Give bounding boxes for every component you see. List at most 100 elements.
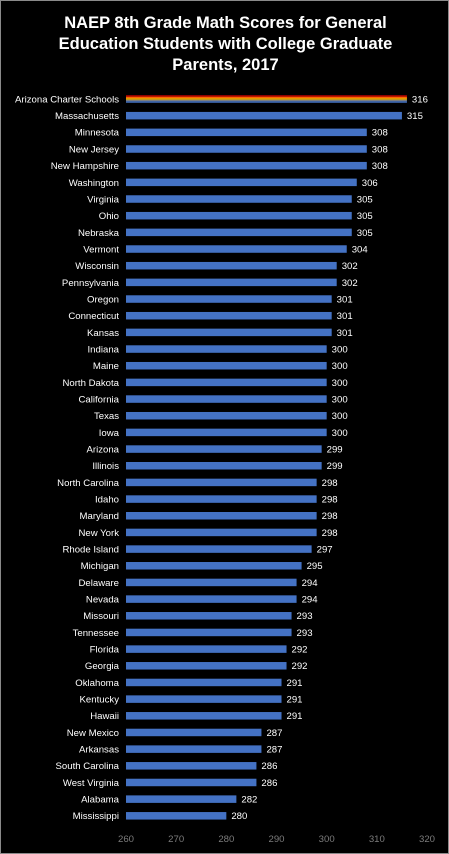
bar	[126, 278, 337, 287]
bar	[126, 562, 302, 570]
category-label: Iowa	[99, 428, 120, 439]
data-label: 301	[337, 328, 353, 339]
category-label: Ohio	[99, 211, 119, 222]
bar	[126, 161, 367, 170]
category-label: Mississippi	[73, 811, 119, 822]
category-label: Massachusetts	[55, 111, 119, 122]
category-label: Vermont	[83, 244, 119, 255]
category-label: Arkansas	[79, 745, 119, 756]
data-label: 286	[261, 778, 277, 789]
bar	[126, 512, 317, 520]
bar	[126, 762, 257, 770]
category-label: Minnesota	[75, 128, 120, 139]
category-label: New Mexico	[67, 728, 119, 739]
bar	[126, 361, 327, 370]
data-label: 280	[231, 811, 247, 822]
data-label: 291	[287, 695, 303, 706]
category-label: Alabama	[81, 795, 120, 806]
data-label: 302	[342, 278, 358, 289]
category-label: Kansas	[87, 328, 119, 339]
category-label: Missouri	[83, 611, 119, 622]
bar	[126, 495, 317, 503]
bar	[126, 378, 327, 387]
category-label: Illinois	[92, 461, 119, 472]
data-label: 292	[292, 645, 308, 656]
data-label: 300	[332, 394, 348, 405]
x-tick-label: 320	[419, 834, 435, 845]
x-tick-label: 310	[369, 834, 385, 845]
title-line-1: NAEP 8th Grade Math Scores for General	[64, 14, 387, 32]
bar	[126, 478, 317, 487]
category-label: Arizona	[86, 444, 119, 455]
bar	[126, 111, 402, 120]
bar	[126, 395, 327, 403]
category-label: North Dakota	[62, 378, 119, 389]
bar-stripe	[126, 101, 407, 103]
data-label: 291	[287, 678, 303, 689]
bar-stripe	[126, 95, 407, 97]
data-label: 301	[337, 294, 353, 305]
data-label: 308	[372, 128, 388, 139]
bar	[126, 662, 287, 670]
chart-title: NAEP 8th Grade Math Scores for General E…	[21, 13, 430, 76]
data-label: 304	[352, 244, 369, 255]
category-label: Oregon	[87, 294, 119, 305]
category-label: Arizona Charter Schools	[15, 94, 119, 105]
bar	[126, 245, 347, 253]
bar	[126, 628, 292, 637]
data-label: 286	[261, 761, 277, 772]
bar	[126, 545, 312, 553]
bar	[126, 261, 337, 270]
bar	[126, 461, 322, 470]
bar	[126, 728, 262, 737]
data-label: 298	[322, 511, 338, 522]
bar-stripe	[126, 99, 407, 102]
data-label: 299	[327, 444, 343, 455]
category-label: Indiana	[88, 344, 120, 355]
data-label: 300	[332, 361, 348, 372]
data-label: 300	[332, 344, 348, 355]
category-label: Idaho	[95, 494, 119, 505]
data-label: 293	[297, 628, 313, 639]
category-label: West Virginia	[63, 778, 120, 789]
data-label: 287	[266, 745, 282, 756]
category-label: New York	[78, 528, 119, 539]
bar	[126, 645, 287, 653]
bar	[126, 411, 327, 420]
bar	[126, 745, 262, 753]
bar	[126, 311, 332, 320]
category-label: Florida	[90, 645, 120, 656]
data-label: 298	[322, 528, 338, 539]
bar	[126, 695, 282, 703]
data-label: 293	[297, 611, 313, 622]
bar	[126, 228, 352, 237]
bar	[126, 195, 352, 203]
title-line-3: Parents, 2017	[172, 56, 279, 74]
category-label: New Hampshire	[51, 161, 119, 172]
category-label: Michigan	[81, 561, 119, 572]
data-label: 291	[287, 711, 303, 722]
category-label: Virginia	[87, 194, 119, 205]
category-label: North Carolina	[57, 478, 120, 489]
bar	[126, 178, 357, 187]
category-label: Rhode Island	[62, 544, 119, 555]
data-label: 298	[322, 478, 338, 489]
bar	[126, 345, 327, 353]
data-label: 300	[332, 378, 348, 389]
data-label: 295	[307, 561, 323, 572]
bar	[126, 595, 297, 603]
category-label: New Jersey	[69, 144, 119, 155]
data-label: 308	[372, 144, 388, 155]
data-label: 300	[332, 428, 348, 439]
bar	[126, 328, 332, 337]
title-line-2: Education Students with College Graduate	[58, 35, 393, 53]
category-label: Pennsylvania	[62, 278, 120, 289]
x-tick-label: 290	[268, 834, 284, 845]
category-label: Delaware	[78, 578, 119, 589]
data-label: 305	[357, 228, 373, 239]
data-label: 298	[322, 494, 338, 505]
category-label: Georgia	[85, 661, 120, 672]
data-label: 299	[327, 461, 343, 472]
bar	[126, 612, 292, 620]
